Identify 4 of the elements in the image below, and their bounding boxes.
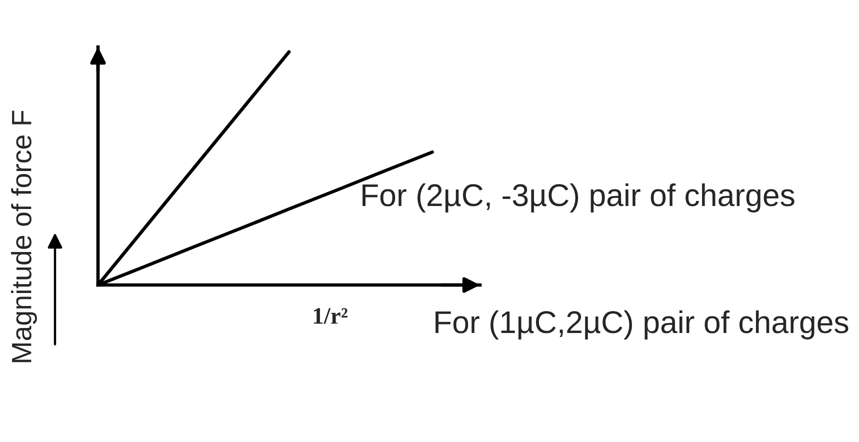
y-axis-title: Magnitude of force F xyxy=(11,110,37,362)
x-axis-title: 1/r² xyxy=(314,308,348,324)
annotation: For (2µC, -3µC) pair of charges xyxy=(362,183,794,212)
text: For (1µC,2µC) pair of charges xyxy=(436,310,848,340)
